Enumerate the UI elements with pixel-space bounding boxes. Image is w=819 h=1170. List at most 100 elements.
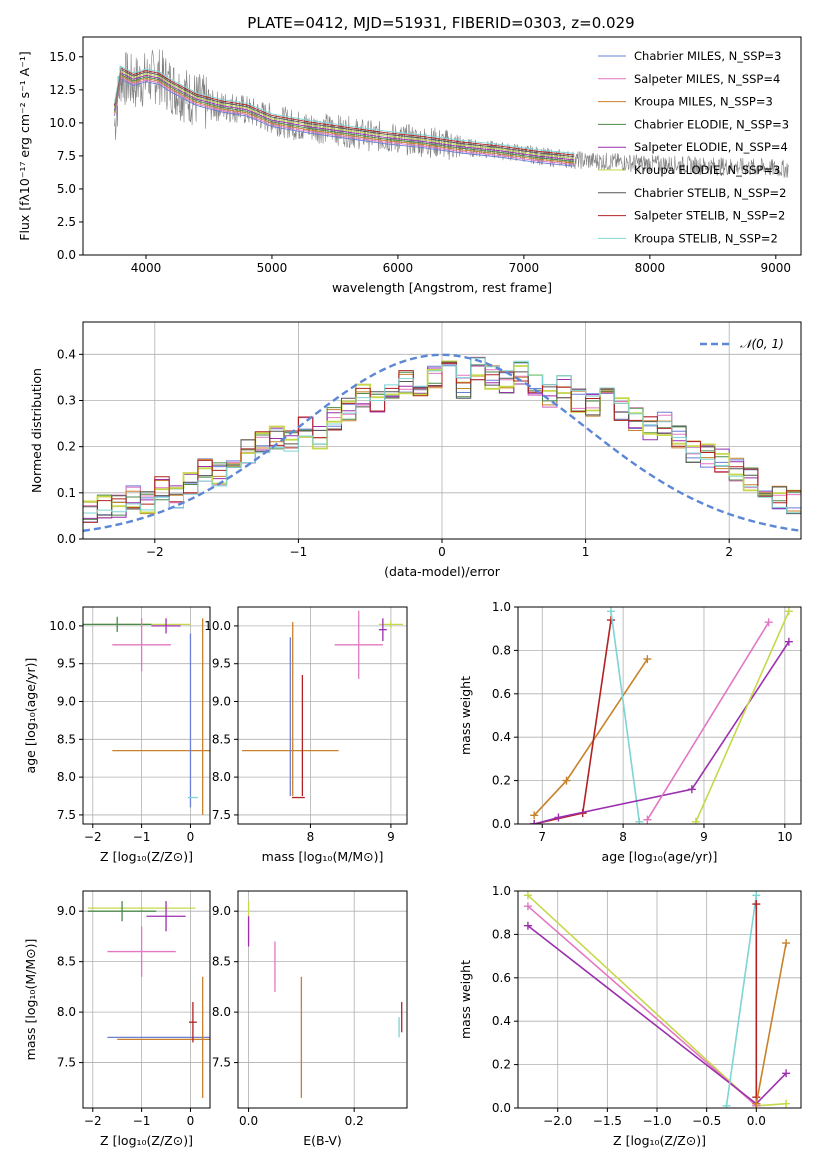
mass-weight-marker [782, 939, 791, 948]
y-tick-label: 9.0 [57, 904, 76, 918]
y-tick-label: 12.5 [49, 83, 76, 97]
residual-histogram-step [83, 357, 801, 514]
mass-weight-series [722, 891, 761, 1108]
y-tick-label: 0.8 [492, 643, 511, 657]
x-tick-label: 0.2 [345, 1114, 364, 1128]
y-tick-label: 8.5 [57, 732, 76, 746]
mass-weight-marker [635, 817, 644, 824]
y-tick-label: 0.8 [492, 927, 511, 941]
x-tick-label: 9 [387, 830, 395, 844]
mass-weight-marker [752, 1099, 761, 1108]
y-tick-label: 0.1 [57, 486, 76, 500]
y-tick-label: 0.2 [492, 1058, 511, 1072]
mass-weight-marker [764, 618, 773, 627]
y-tick-label: 8.5 [212, 732, 231, 746]
mass-weight-series [606, 607, 644, 824]
y-tick-label: 0.4 [492, 730, 511, 744]
mass-weight-marker [752, 900, 761, 909]
x-tick-label: −1 [290, 545, 308, 559]
y-axis-label: Flux [fλ10⁻¹⁷ erg cm⁻² s⁻¹ A⁻¹] [17, 51, 32, 240]
y-tick-label: 9.0 [212, 904, 231, 918]
x-tick-label: 0 [438, 545, 446, 559]
y-tick-label: 8.5 [212, 955, 231, 969]
plot-area [247, 901, 403, 1098]
x-tick-label: 0 [187, 830, 195, 844]
x-tick-label: −1.5 [593, 1114, 622, 1128]
x-tick-label: −1.0 [642, 1114, 671, 1128]
mass-weight-marker [691, 817, 700, 824]
legend-label: Chabrier MILES, N_SSP=3 [634, 49, 781, 63]
x-tick-label: −2 [84, 830, 102, 844]
model-spectrum-line [114, 76, 575, 166]
axes-frame [82, 36, 802, 256]
plot-area [114, 49, 789, 178]
mass-weight-marker [782, 1099, 791, 1108]
errorbar-point [87, 906, 196, 911]
x-tick-label: 8000 [635, 261, 666, 275]
x-tick-label: 4000 [131, 261, 162, 275]
y-axis-label: mass weight [458, 960, 473, 1039]
y-tick-label: 0.0 [57, 248, 76, 262]
mass-weight-marker [530, 820, 539, 824]
x-axis-label: Z [log₁₀(Z/Z⊙)] [100, 1133, 193, 1148]
legend-label: Salpeter MILES, N_SSP=4 [634, 72, 780, 86]
y-tick-label: 8.0 [212, 770, 231, 784]
model-spectrum-line [114, 68, 575, 158]
gaussian-curve [83, 353, 801, 533]
spectrum-legend: Chabrier MILES, N_SSP=3 Salpeter MILES, N… [598, 49, 789, 245]
legend-label: Kroupa MILES, N_SSP=3 [634, 95, 773, 109]
mass-weight-marker [643, 655, 652, 664]
errorbar-point [112, 618, 171, 672]
legend-label: Kroupa ELODIE, N_SSP=3 [634, 163, 780, 177]
spectrum-title: PLATE=0412, MJD=51931, FIBERID=0303, z=0… [247, 14, 634, 32]
mass-weight-marker [722, 1101, 731, 1108]
model-spectrum-line [114, 67, 575, 156]
mass-vs-ebv-panel: 0.0 0.2 7.5 8.0 8.5 9.0 E(B-V) [212, 890, 408, 1148]
legend-label: 𝒩(0, 1) [740, 337, 784, 351]
plot-area [523, 891, 791, 1108]
y-tick-label: 10.0 [49, 116, 76, 130]
x-tick-label: 10 [777, 830, 792, 844]
y-tick-label: 7.5 [212, 808, 231, 822]
y-tick-label: 15.0 [49, 50, 76, 64]
mass-weight-marker [687, 785, 696, 794]
mass-weight-series [643, 618, 773, 824]
mass-weight-line [533, 641, 790, 824]
mass-weight-marker [606, 616, 615, 625]
mass-weight-marker [784, 637, 793, 646]
x-tick-label: −2 [146, 545, 164, 559]
legend-label: Salpeter STELIB, N_SSP=2 [634, 209, 785, 223]
spectrum-panel: Chabrier MILES, N_SSP=3 Salpeter MILES, N… [17, 36, 802, 295]
mass-weight-marker [782, 1069, 791, 1078]
y-axis-label: Normed distribution [29, 368, 44, 493]
errorbar-point [151, 618, 181, 634]
x-tick-label: 1 [582, 545, 590, 559]
y-tick-label: 0.0 [492, 1101, 511, 1115]
model-spectrum-line [114, 78, 575, 167]
mass-weight-line [646, 621, 770, 821]
mass-weight-vs-age-panel: 7 8 9 10 0.0 0.2 0.4 0.6 0.8 1.0 age [log₁₀(age/yr… [458, 600, 802, 864]
x-axis-label: age [log₁₀(age/yr)] [602, 849, 718, 864]
errorbar-point [87, 901, 157, 922]
mass-weight-marker [554, 813, 563, 822]
x-tick-label: 0.0 [747, 1114, 766, 1128]
plot-area [83, 616, 210, 815]
y-axis-label: mass [log₁₀(M/M⊙)] [23, 939, 38, 1061]
y-tick-label: 9.0 [57, 695, 76, 709]
y-tick-label: 0.0 [492, 817, 511, 831]
y-tick-label: 0.2 [57, 440, 76, 454]
plot-area [87, 901, 210, 1098]
x-axis-label: wavelength [Angstrom, rest frame] [332, 280, 552, 295]
x-axis-label: (data-model)/error [384, 564, 501, 579]
plot-area [83, 353, 801, 533]
errorbar-point [188, 1002, 197, 1043]
mass-weight-line [695, 610, 790, 823]
mass-weight-marker [523, 921, 532, 930]
y-tick-label: 7.5 [57, 1056, 76, 1070]
x-tick-label: 5000 [257, 261, 288, 275]
y-tick-label: 8.0 [57, 1005, 76, 1019]
y-tick-label: 0.6 [492, 971, 511, 985]
mass-weight-marker [784, 607, 793, 616]
mass-weight-marker [606, 607, 615, 616]
